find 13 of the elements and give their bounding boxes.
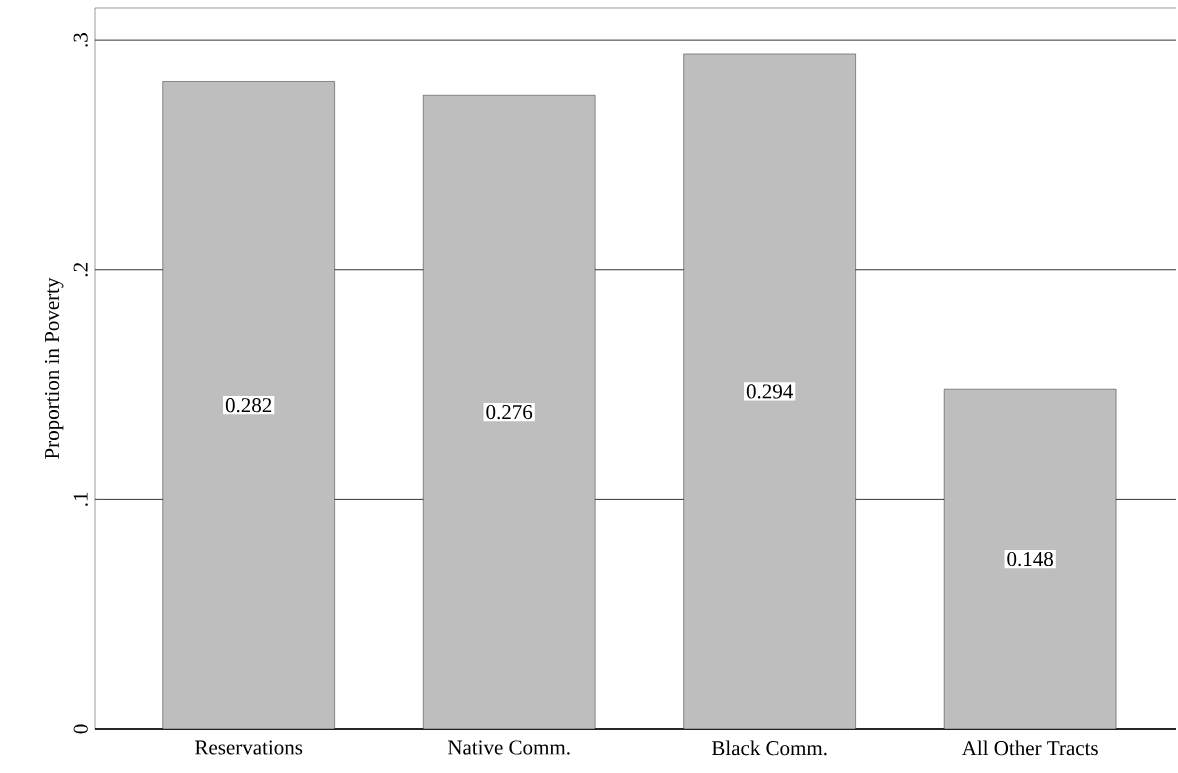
data-label: 0.148 bbox=[1007, 551, 1053, 567]
x-tick-label: All Other Tracts bbox=[961, 740, 1098, 756]
y-tick-label: .2 bbox=[73, 263, 88, 277]
y-tick-label: .3 bbox=[73, 33, 88, 47]
x-tick-label: Native Comm. bbox=[447, 740, 570, 755]
data-label: 0.282 bbox=[225, 398, 272, 413]
x-tick-label: Black Comm. bbox=[711, 740, 827, 756]
data-label: 0.294 bbox=[746, 384, 793, 399]
y-tick-label: 0 bbox=[73, 724, 88, 734]
x-tick-label: Reservations bbox=[195, 740, 303, 755]
y-tick-label: .1 bbox=[73, 492, 88, 506]
y-axis-title: Proportion in Poverty bbox=[44, 277, 64, 459]
data-label: 0.276 bbox=[486, 404, 533, 420]
